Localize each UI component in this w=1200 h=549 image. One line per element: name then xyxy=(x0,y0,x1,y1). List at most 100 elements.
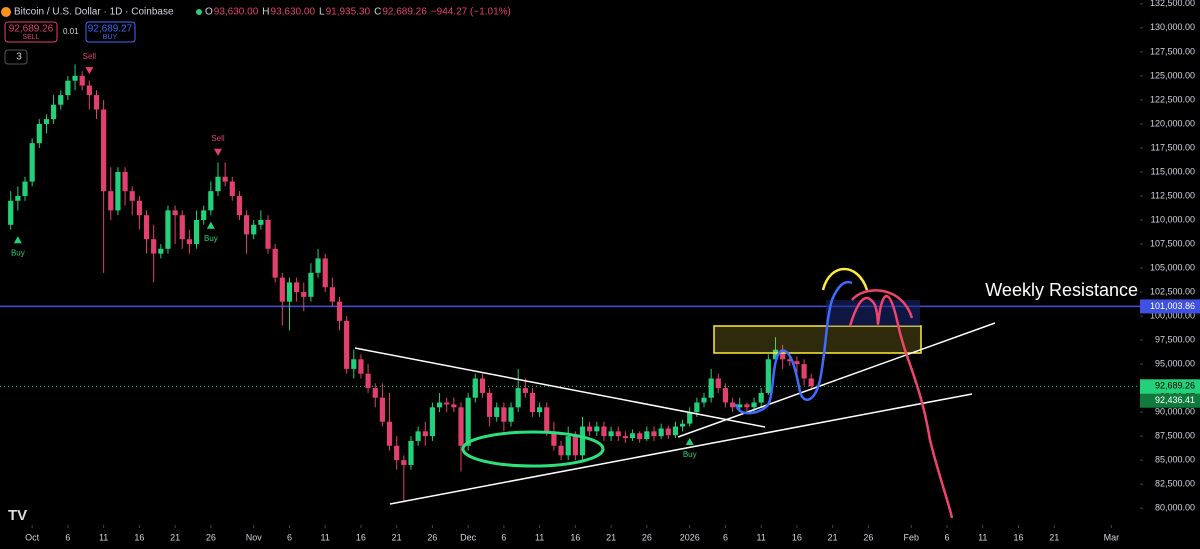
x-tick-label: 21 xyxy=(1049,532,1059,542)
candle-body xyxy=(136,200,142,216)
ohlc-key: C xyxy=(374,7,381,18)
x-tick-label: 26 xyxy=(427,532,437,542)
change: −944.27 (−1.01%) xyxy=(431,7,511,18)
candle-body xyxy=(301,292,307,297)
resistance-tag-label: 101,003.86 xyxy=(1150,301,1195,311)
candle-body xyxy=(558,445,564,456)
candle-body xyxy=(201,210,207,220)
candle-body xyxy=(694,402,700,413)
candle-body xyxy=(336,301,343,321)
x-tick-label: Mar xyxy=(1104,532,1120,542)
candle-body xyxy=(486,392,493,417)
ohlc-key: O xyxy=(205,7,213,18)
candle-body xyxy=(65,80,71,96)
y-tick-label: 125,000.00 xyxy=(1150,70,1195,80)
candle-body xyxy=(251,224,257,235)
candle-body xyxy=(737,404,743,408)
x-tick-label: 21 xyxy=(392,532,402,542)
candle-body xyxy=(415,431,421,441)
candle-body xyxy=(730,402,736,408)
y-tick-label: 90,000.00 xyxy=(1155,406,1195,416)
signal-marker xyxy=(206,221,215,229)
x-tick-label: 26 xyxy=(206,532,216,542)
x-tick-label: 11 xyxy=(978,532,987,542)
candle-body xyxy=(151,239,157,254)
candle-body xyxy=(179,215,185,240)
sell-button[interactable] xyxy=(4,21,58,43)
candle-body xyxy=(780,349,786,360)
indicator-toggle[interactable] xyxy=(4,49,28,65)
y-tick-label: 102,500.00 xyxy=(1150,286,1195,296)
ohlc-value: 93,630.00 xyxy=(214,7,259,18)
y-tick-label: 95,000.00 xyxy=(1155,358,1195,368)
candle-body xyxy=(386,421,393,446)
candle-body xyxy=(29,143,35,182)
candle-body xyxy=(565,436,571,456)
candle-body xyxy=(22,181,28,196)
ohlc-key: L xyxy=(319,7,325,18)
candle-body xyxy=(115,171,121,211)
candle-body xyxy=(751,402,757,408)
sell-price: 92,689.26 xyxy=(9,24,54,35)
x-tick-label: 21 xyxy=(606,532,616,542)
candle-body xyxy=(158,248,164,254)
candle-body xyxy=(422,431,428,437)
price-axis xyxy=(1140,0,1200,549)
symbol-icon xyxy=(1,7,11,17)
ohlc-value: 91,935.30 xyxy=(326,7,371,18)
candle-body xyxy=(286,282,293,302)
ohlc-value: 92,689.26 xyxy=(382,7,427,18)
candle-body xyxy=(701,397,707,403)
candle-body xyxy=(501,407,507,422)
candle-body xyxy=(744,404,750,408)
x-tick-label: Nov xyxy=(246,532,263,542)
x-tick-label: Dec xyxy=(460,532,477,542)
candle-body xyxy=(479,378,486,393)
indicator-count: 3 xyxy=(16,52,22,63)
candle-body xyxy=(258,219,264,225)
projection-arc xyxy=(821,267,869,291)
candle-body xyxy=(165,210,171,249)
candle-body xyxy=(429,407,436,437)
y-tick-label: 127,500.00 xyxy=(1150,46,1195,56)
x-tick-label: 11 xyxy=(757,532,766,542)
candle-body xyxy=(358,359,364,374)
signal-label: Sell xyxy=(83,52,97,61)
candle-body xyxy=(436,402,443,408)
candle-body xyxy=(658,428,664,437)
x-tick-label: 6 xyxy=(287,532,292,542)
trendline xyxy=(677,322,996,438)
candle-body xyxy=(15,195,21,201)
zone xyxy=(713,325,922,354)
candle-body xyxy=(351,359,357,369)
candle-body xyxy=(143,215,150,240)
candle-body xyxy=(579,426,586,456)
candle-body xyxy=(529,392,536,413)
candle-body xyxy=(279,277,285,302)
candle-body xyxy=(101,109,107,192)
candle-body xyxy=(794,361,800,365)
highlight-ellipse xyxy=(461,430,605,468)
candle-body xyxy=(515,388,521,408)
candle-body xyxy=(465,397,471,446)
drawings xyxy=(354,267,996,519)
candle-body xyxy=(236,195,243,216)
signal-marker xyxy=(85,67,94,75)
candle-body xyxy=(615,431,621,437)
trail-tag-label: 92,436.41 xyxy=(1155,395,1195,405)
projection-arc xyxy=(851,289,914,319)
candle-body xyxy=(572,436,578,456)
candle-body xyxy=(551,431,557,446)
last-tag-label: 92,689.26 xyxy=(1155,381,1195,391)
y-tick-label: 132,500.00 xyxy=(1150,0,1195,8)
y-tick-label: 110,000.00 xyxy=(1151,214,1195,224)
trendline xyxy=(354,347,766,428)
candle-body xyxy=(722,388,729,403)
candle-body xyxy=(765,359,771,393)
candle-body xyxy=(644,431,650,440)
candle-body xyxy=(43,119,50,124)
candle-body xyxy=(215,176,221,192)
buy-button[interactable] xyxy=(85,21,136,43)
